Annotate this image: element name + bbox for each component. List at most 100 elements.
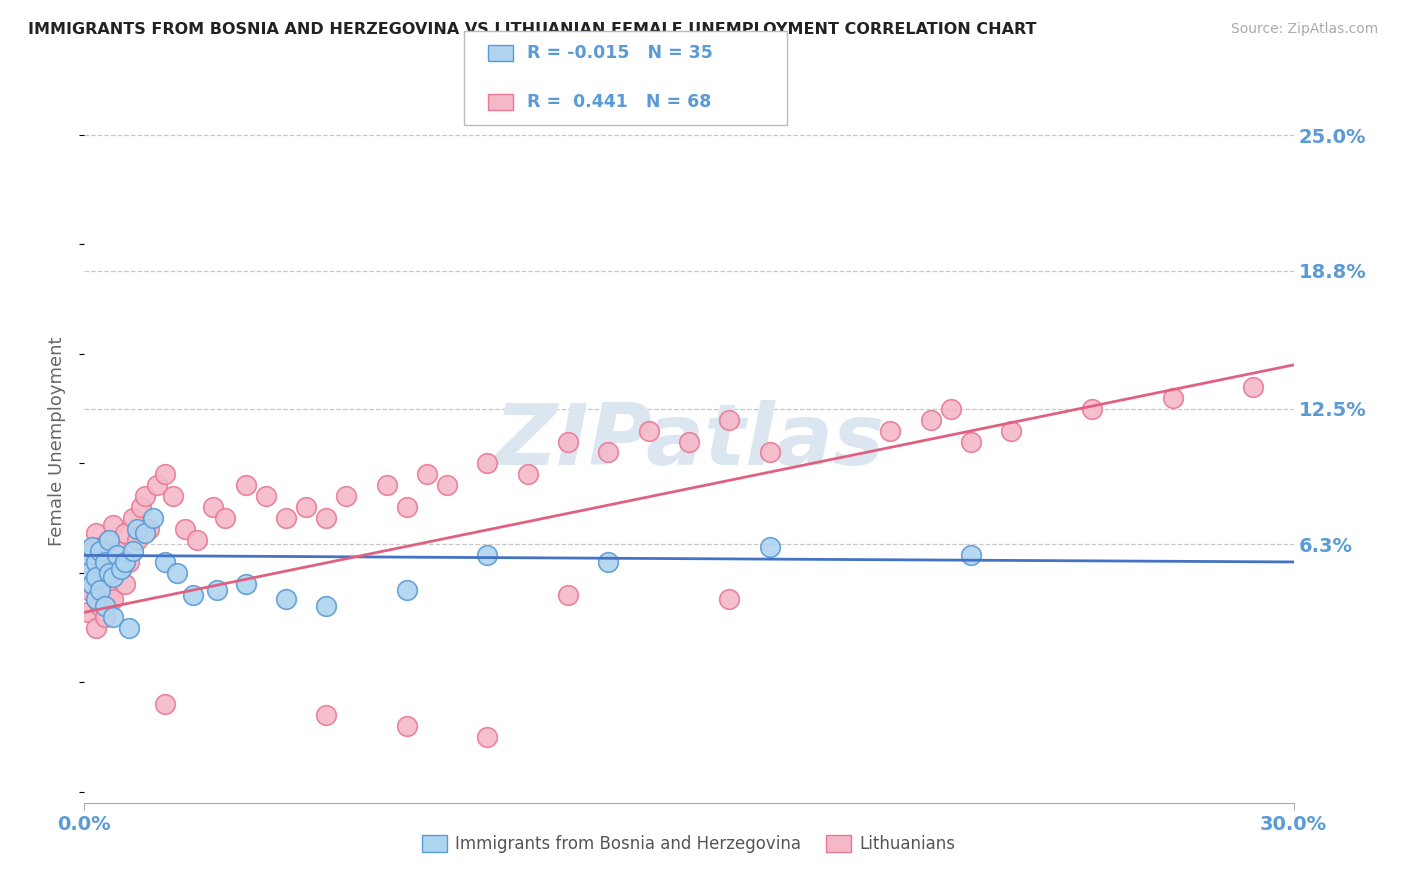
Point <box>202 500 225 515</box>
Point <box>97 533 120 547</box>
Point <box>82 540 104 554</box>
Point <box>82 577 104 591</box>
Point <box>274 511 297 525</box>
Point <box>97 588 120 602</box>
Point <box>939 401 962 416</box>
Point <box>97 533 120 547</box>
Point <box>214 511 236 525</box>
Point <box>960 549 983 563</box>
Point <box>375 478 398 492</box>
Point <box>101 517 124 532</box>
Point <box>758 540 780 554</box>
Point <box>93 609 115 624</box>
Point <box>315 599 337 613</box>
Point <box>129 500 152 515</box>
Point <box>101 570 124 584</box>
Point <box>186 533 208 547</box>
Point <box>142 511 165 525</box>
Point <box>153 555 176 569</box>
Point <box>125 533 148 547</box>
Point <box>82 577 104 591</box>
Point <box>758 445 780 459</box>
Point <box>121 511 143 525</box>
Text: ZIPatlas: ZIPatlas <box>494 400 884 483</box>
Point <box>89 583 111 598</box>
Point <box>235 577 257 591</box>
Point <box>110 561 132 575</box>
Point <box>274 592 297 607</box>
Point <box>114 555 136 569</box>
Point <box>86 555 108 569</box>
Point <box>93 570 115 584</box>
Point <box>118 621 141 635</box>
Point <box>77 555 100 569</box>
Point <box>1000 424 1022 438</box>
Point <box>153 467 176 482</box>
Point <box>254 489 277 503</box>
Point <box>557 434 579 449</box>
Point <box>516 467 538 482</box>
Point <box>77 549 100 563</box>
Point <box>477 549 499 563</box>
Point <box>395 500 418 515</box>
Point <box>89 566 111 580</box>
Point <box>477 730 499 744</box>
Point <box>86 592 108 607</box>
Point <box>920 412 942 426</box>
Point <box>105 544 128 558</box>
Point <box>162 489 184 503</box>
Text: Source: ZipAtlas.com: Source: ZipAtlas.com <box>1230 22 1378 37</box>
Point <box>97 566 120 580</box>
Point <box>718 412 741 426</box>
Point <box>598 555 620 569</box>
Point <box>105 549 128 563</box>
Point <box>598 445 620 459</box>
Point <box>174 522 197 536</box>
Point <box>82 544 104 558</box>
Point <box>315 708 337 723</box>
Point <box>93 599 115 613</box>
Text: R =  0.441   N = 68: R = 0.441 N = 68 <box>527 93 711 111</box>
Point <box>93 549 115 563</box>
Point <box>86 526 108 541</box>
Point <box>121 544 143 558</box>
Point <box>395 719 418 733</box>
Point <box>110 561 132 575</box>
Point <box>101 609 124 624</box>
Text: IMMIGRANTS FROM BOSNIA AND HERZEGOVINA VS LITHUANIAN FEMALE UNEMPLOYMENT CORRELA: IMMIGRANTS FROM BOSNIA AND HERZEGOVINA V… <box>28 22 1036 37</box>
Point <box>114 577 136 591</box>
Point <box>125 522 148 536</box>
Point <box>134 526 156 541</box>
Point <box>637 424 659 438</box>
Point <box>557 588 579 602</box>
Point <box>1161 391 1184 405</box>
Point <box>114 526 136 541</box>
Point <box>89 544 111 558</box>
Point <box>181 588 204 602</box>
Point <box>335 489 357 503</box>
Point <box>879 424 901 438</box>
Point <box>86 555 108 569</box>
Point <box>207 583 229 598</box>
Point <box>89 540 111 554</box>
Point <box>86 592 108 607</box>
Point <box>718 592 741 607</box>
Point <box>235 478 257 492</box>
Point <box>477 457 499 471</box>
Point <box>134 489 156 503</box>
Point <box>146 478 169 492</box>
Point <box>89 599 111 613</box>
Text: R = -0.015   N = 35: R = -0.015 N = 35 <box>527 44 713 62</box>
Point <box>166 566 188 580</box>
Point <box>1081 401 1104 416</box>
Point <box>678 434 700 449</box>
Legend: Immigrants from Bosnia and Herzegovina, Lithuanians: Immigrants from Bosnia and Herzegovina, … <box>415 828 963 860</box>
Point <box>86 621 108 635</box>
Point <box>960 434 983 449</box>
Point <box>315 511 337 525</box>
Point <box>101 592 124 607</box>
Point <box>77 566 100 580</box>
Point <box>93 555 115 569</box>
Point <box>138 522 160 536</box>
Point <box>395 583 418 598</box>
